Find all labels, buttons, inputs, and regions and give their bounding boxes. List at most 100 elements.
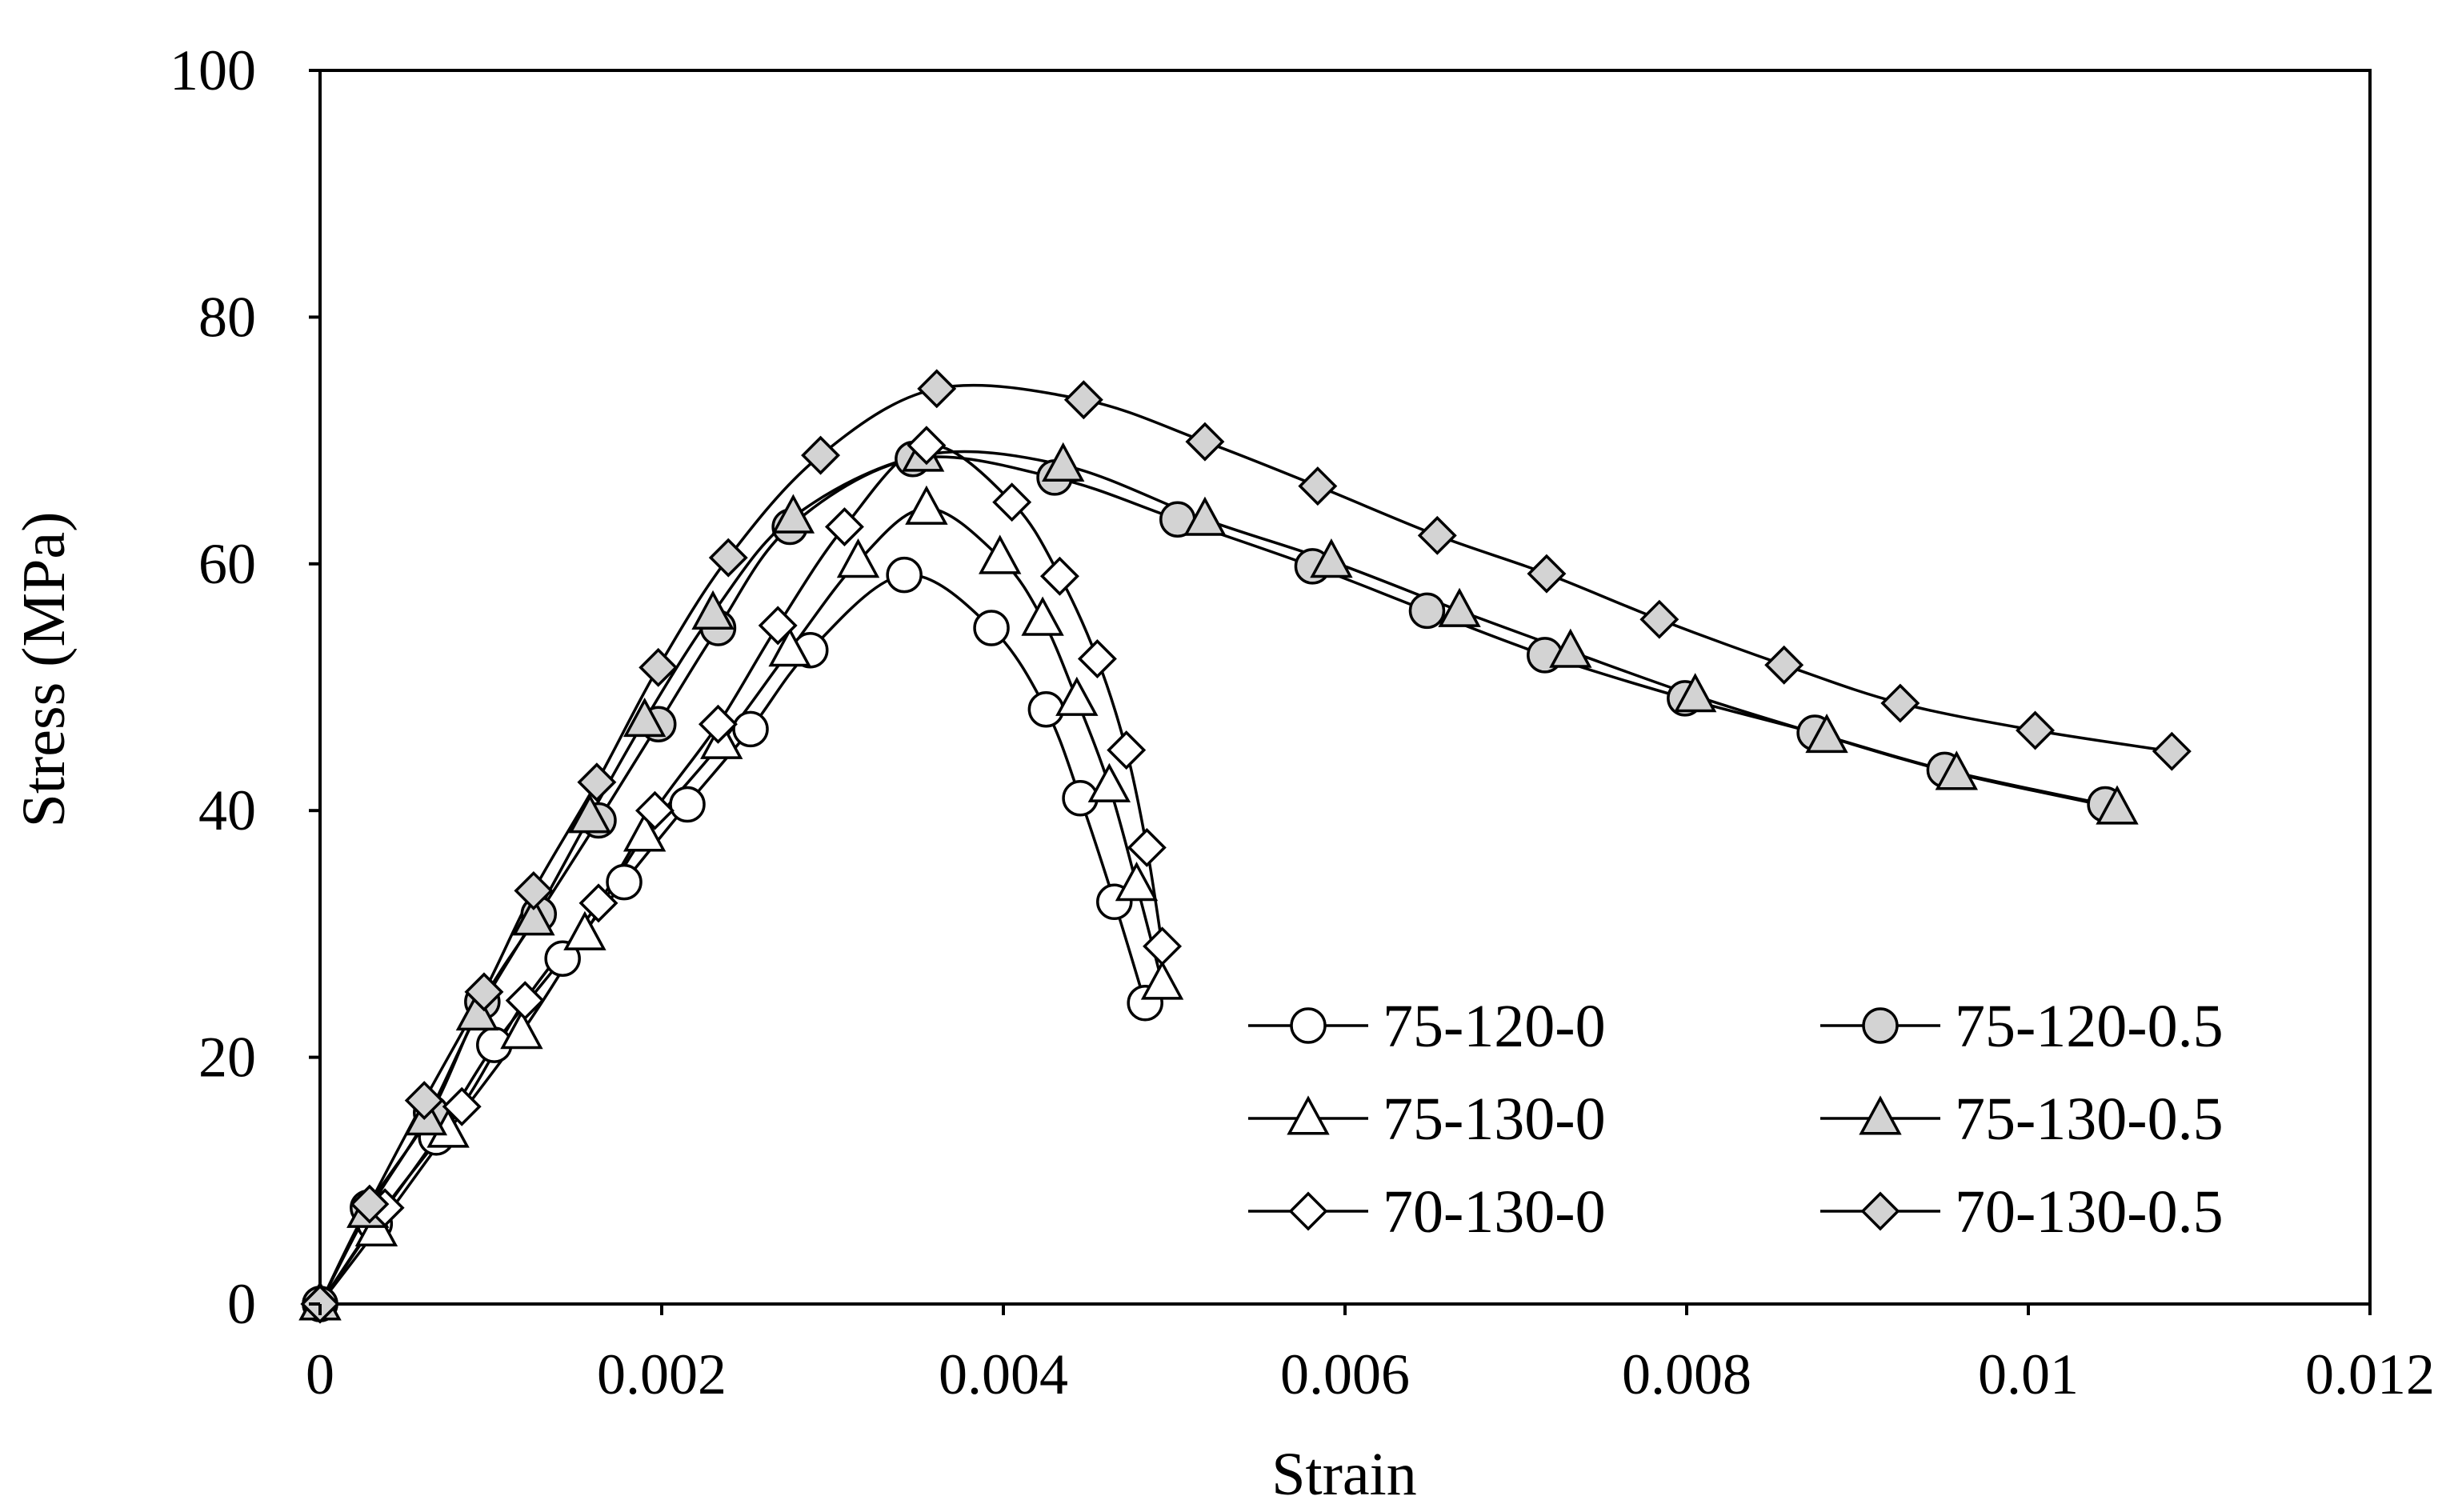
- data-point-70-130-0: [824, 507, 864, 547]
- data-point-75-130-0.5: [1935, 750, 1979, 790]
- data-point-70-130-0: [578, 883, 619, 923]
- data-point-70-130-0: [1039, 556, 1079, 596]
- legend-marker-70-130-0: [1288, 1191, 1328, 1231]
- x-axis-label: Strain: [1271, 1441, 1417, 1508]
- data-point-75-120-0: [732, 710, 769, 748]
- data-point-70-130-0.5: [1063, 380, 1103, 420]
- data-point-75-130-0: [500, 1010, 543, 1050]
- data-point-70-130-0.5: [1185, 422, 1225, 462]
- data-point-75-130-0: [1021, 596, 1064, 636]
- data-point-75-130-0.5: [1042, 442, 1085, 482]
- data-point-70-130-0.5: [350, 1184, 390, 1224]
- y-tick-label: 100: [170, 38, 256, 102]
- data-point-75-130-0: [1087, 762, 1131, 802]
- data-point-70-130-0.5: [1880, 683, 1920, 723]
- data-point-70-130-0: [907, 426, 947, 466]
- data-point-70-130-0: [758, 606, 798, 646]
- legend-marker-70-130-0.5: [1860, 1191, 1900, 1231]
- x-tick-label: 0.004: [939, 1342, 1068, 1406]
- data-point-70-130-0.5: [1639, 599, 1679, 639]
- data-point-75-130-0.5: [1310, 538, 1353, 578]
- data-point-70-130-0: [1143, 926, 1183, 966]
- legend-entry-70-130-0: 70-130-0: [1248, 1178, 1606, 1246]
- data-point-70-130-0.5: [1527, 554, 1567, 594]
- data-point-70-130-0.5: [708, 538, 748, 578]
- legend: 75-120-0 75-120-0.5 75-130-0 75-130-0.5 70-1…: [1248, 993, 2224, 1246]
- y-tick-label: 40: [198, 778, 256, 842]
- data-point-70-130-0: [1107, 730, 1147, 770]
- data-point-75-130-0: [905, 485, 948, 525]
- data-point-70-130-0: [635, 790, 675, 830]
- legend-entry-70-130-0.5: 70-130-0.5: [1820, 1178, 2224, 1246]
- legend-entry-75-130-0: 75-130-0: [1248, 1086, 1606, 1153]
- data-point-75-130-0.5: [1673, 673, 1717, 713]
- data-point-75-120-0.5: [1408, 592, 1446, 630]
- data-point-70-130-0.5: [1764, 645, 1804, 685]
- legend-entry-75-120-0: 75-120-0: [1248, 993, 1606, 1060]
- legend-label-75-120-0.5: 75-120-0.5: [1955, 993, 2224, 1060]
- axis-layer: 0 0.002 0.004 0.006 0.008 0.01 0.012 0 20 40 60 80 1…: [170, 38, 2435, 1406]
- data-point-70-130-0: [992, 482, 1032, 522]
- data-point-70-130-0.5: [917, 369, 957, 409]
- legend-marker-75-130-0.5: [1859, 1095, 1902, 1135]
- data-point-75-130-0: [563, 910, 606, 950]
- data-point-75-130-0.5: [1183, 496, 1227, 536]
- data-point-70-130-0.5: [801, 435, 841, 475]
- legend-label-75-130-0.5: 75-130-0.5: [1955, 1086, 2224, 1153]
- data-point-75-130-0.5: [512, 896, 555, 936]
- data-point-75-130-0: [623, 812, 667, 852]
- legend-entry-75-130-0.5: 75-130-0.5: [1820, 1086, 2224, 1153]
- data-point-75-130-0.5: [691, 590, 735, 630]
- data-point-75-120-0: [1027, 691, 1065, 728]
- data-point-70-130-0.5: [577, 762, 617, 802]
- data-point-75-130-0: [979, 534, 1022, 574]
- data-point-75-130-0.5: [455, 990, 499, 1031]
- data-point-70-130-0: [698, 704, 738, 744]
- data-point-70-130-0.5: [2152, 731, 2192, 771]
- data-point-75-130-0.5: [568, 794, 612, 834]
- data-point-75-120-0: [886, 556, 923, 594]
- legend-marker-75-120-0.5: [1862, 1007, 1899, 1044]
- data-point-70-130-0.5: [1298, 466, 1338, 506]
- data-point-70-130-0.5: [464, 972, 504, 1012]
- legend-marker-75-120-0: [1290, 1007, 1327, 1044]
- x-tick-label: 0.012: [2305, 1342, 2435, 1406]
- data-point-75-130-0: [768, 627, 811, 667]
- legend-entry-75-120-0.5: 75-120-0.5: [1820, 993, 2224, 1060]
- y-axis-label: Stress (MPa): [10, 512, 78, 828]
- data-point-70-130-0.5: [2016, 710, 2056, 750]
- x-tick-label: 0: [306, 1342, 334, 1406]
- data-point-70-130-0: [1127, 827, 1167, 867]
- data-point-70-130-0: [505, 981, 545, 1021]
- y-tick-label: 20: [198, 1026, 256, 1090]
- x-tick-label: 0.002: [597, 1342, 727, 1406]
- data-point-70-130-0: [442, 1086, 482, 1126]
- data-point-70-130-0.5: [514, 870, 554, 910]
- data-point-75-130-0: [1055, 676, 1099, 716]
- data-point-70-130-0.5: [1417, 515, 1457, 555]
- data-point-75-130-0.5: [1549, 628, 1592, 668]
- legend-label-75-130-0: 75-130-0: [1383, 1086, 1606, 1153]
- data-point-70-130-0.5: [639, 647, 679, 687]
- data-point-75-130-0.5: [771, 494, 815, 534]
- legend-marker-75-130-0: [1287, 1095, 1330, 1135]
- series-line-70-130-0: [318, 443, 1164, 1305]
- x-tick-label: 0.006: [1280, 1342, 1410, 1406]
- data-point-75-120-0: [973, 610, 1010, 646]
- data-point-70-130-0.5: [404, 1081, 444, 1121]
- legend-label-70-130-0: 70-130-0: [1383, 1178, 1606, 1246]
- data-point-75-130-0: [836, 538, 880, 578]
- legend-label-70-130-0.5: 70-130-0.5: [1955, 1178, 2224, 1246]
- data-point-75-130-0: [1115, 862, 1159, 902]
- marker-layer: [298, 369, 2192, 1324]
- x-tick-label: 0.01: [1978, 1342, 2079, 1406]
- data-point-75-130-0.5: [623, 697, 667, 738]
- data-point-75-120-0: [606, 863, 643, 901]
- data-point-75-130-0.5: [1805, 714, 1848, 754]
- data-point-70-130-0: [1077, 639, 1117, 679]
- data-point-75-130-0.5: [2096, 785, 2139, 825]
- data-point-75-120-0: [669, 786, 706, 823]
- y-tick-label: 0: [227, 1272, 256, 1336]
